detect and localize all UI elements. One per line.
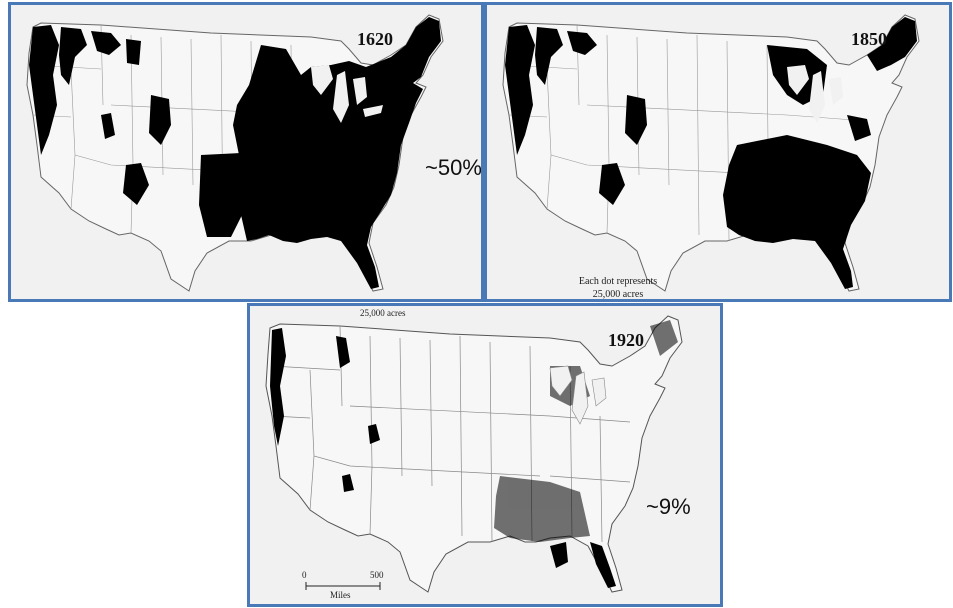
state-lines bbox=[271, 325, 631, 543]
year-label: 1620 bbox=[357, 29, 393, 49]
year-label: 1920 bbox=[608, 330, 644, 350]
forest-cover bbox=[29, 17, 441, 289]
year-label: 1850 bbox=[851, 29, 887, 49]
us-forest-map-1620 bbox=[26, 14, 444, 292]
us-forest-map-1920 bbox=[265, 315, 683, 593]
dot-legend-line1: Each dot represents bbox=[578, 276, 658, 287]
great-lakes bbox=[311, 65, 383, 123]
percent-label: ~9% bbox=[646, 494, 691, 519]
dot-legend: Each dot represents 25,000 acres bbox=[553, 275, 683, 300]
map-panel-1920: 25,000 acres 1920 ~9% 0 500 Miles bbox=[247, 303, 723, 607]
forest-cover bbox=[270, 328, 616, 588]
scale-end: 500 bbox=[370, 570, 384, 580]
percent-label: ~50% bbox=[425, 155, 482, 180]
us-outline bbox=[265, 315, 683, 593]
great-lakes bbox=[787, 65, 843, 123]
us-forest-map-1850 bbox=[502, 14, 920, 292]
dot-legend: 25,000 acres bbox=[360, 308, 406, 318]
scale-unit: Miles bbox=[330, 590, 351, 600]
map-panel-1620: 1620 ~50% bbox=[8, 2, 484, 302]
scale-bar bbox=[305, 582, 381, 590]
great-lakes bbox=[549, 365, 607, 425]
dot-legend-line2: 25,000 acres bbox=[592, 289, 644, 300]
us-outline bbox=[502, 14, 920, 292]
scale-start: 0 bbox=[302, 570, 307, 580]
map-panel-1850: 1850 Each dot represents 25,000 acres bbox=[484, 2, 952, 302]
